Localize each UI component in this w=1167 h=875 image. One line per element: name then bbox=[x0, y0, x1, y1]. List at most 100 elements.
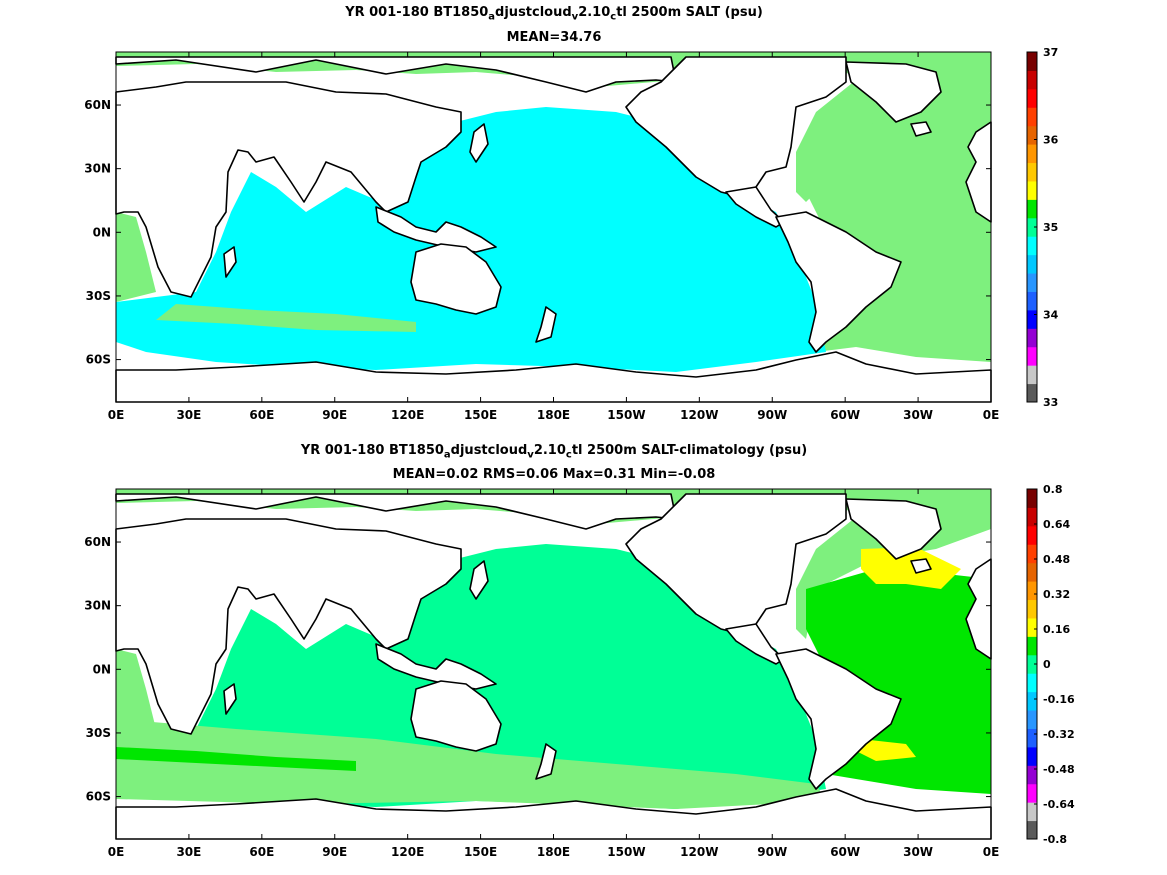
x-tick-label: 120E bbox=[391, 845, 424, 859]
panel1-southern-strip bbox=[156, 304, 416, 332]
colorbar-segment bbox=[1027, 88, 1037, 108]
colorbar-tick-label: -0.32 bbox=[1043, 728, 1075, 741]
x-tick-label: 90W bbox=[757, 845, 787, 859]
colorbar-segment bbox=[1027, 746, 1037, 766]
colorbar-segment bbox=[1027, 673, 1037, 693]
panel1-axes: 0E 30E 60E 90E 120E 150E 180E 150W 120W 90W 60W 30W… bbox=[84, 52, 999, 422]
colorbar-segment bbox=[1027, 254, 1037, 274]
colorbar-segment bbox=[1027, 562, 1037, 582]
x-tick-label: 120E bbox=[391, 408, 424, 422]
colorbar-segment bbox=[1027, 107, 1037, 127]
y-tick-label: 30N bbox=[84, 599, 111, 613]
colorbar-tick-label: -0.16 bbox=[1043, 693, 1075, 706]
x-tick-label: 30W bbox=[903, 845, 933, 859]
x-tick-label: 60E bbox=[249, 845, 274, 859]
colorbar-segment bbox=[1027, 383, 1037, 403]
panel1-subtitle: MEAN=34.76 bbox=[506, 30, 602, 45]
colorbar-tick-label: 0.32 bbox=[1043, 588, 1070, 601]
x-tick-label: 180E bbox=[537, 845, 570, 859]
colorbar-segment bbox=[1027, 346, 1037, 366]
colorbar-tick-label: 35 bbox=[1043, 221, 1058, 234]
colorbar-segment bbox=[1027, 507, 1037, 527]
colorbar-tick-label: 0.64 bbox=[1043, 518, 1070, 531]
y-tick-label: 60N bbox=[84, 98, 111, 112]
colorbar-segment bbox=[1027, 617, 1037, 637]
colorbar-segment bbox=[1027, 654, 1037, 674]
colorbar-tick-label: 33 bbox=[1043, 396, 1058, 409]
panel2-subtitle: MEAN=0.02 RMS=0.06 Max=0.31 Min=-0.08 bbox=[392, 467, 716, 482]
x-tick-label: 150W bbox=[607, 845, 645, 859]
colorbar-segment bbox=[1027, 199, 1037, 219]
panel2-colorbar: 0.8 0.64 0.48 0.32 0.16 0 -0.16 -0.32 -0.48 -0.64… bbox=[1026, 483, 1075, 846]
x-tick-label: 60E bbox=[249, 408, 274, 422]
panel1-atlantic-wrap bbox=[116, 212, 156, 302]
colorbar-tick-label: 0.16 bbox=[1043, 623, 1070, 636]
y-tick-label: 0N bbox=[93, 662, 111, 676]
colorbar-tick-label: -0.64 bbox=[1043, 798, 1075, 811]
colorbar-segment bbox=[1027, 273, 1037, 292]
colorbar-segment bbox=[1027, 52, 1037, 71]
colorbar-segment bbox=[1027, 802, 1037, 822]
x-tick-label: 120W bbox=[680, 408, 718, 422]
colorbar-segment bbox=[1027, 217, 1037, 237]
colorbar-segment bbox=[1027, 599, 1037, 619]
x-tick-label: 60W bbox=[830, 845, 860, 859]
x-tick-label: 0E bbox=[983, 845, 1000, 859]
colorbar-tick-label: 34 bbox=[1043, 309, 1059, 322]
x-tick-label: 120W bbox=[680, 845, 718, 859]
panel2-labrador-patch bbox=[861, 547, 961, 589]
x-tick-label: 90E bbox=[322, 845, 347, 859]
x-tick-label: 60W bbox=[830, 408, 860, 422]
colorbar-segment bbox=[1027, 70, 1037, 90]
y-tick-label: 60S bbox=[86, 790, 111, 804]
x-tick-label: 90E bbox=[322, 408, 347, 422]
colorbar-segment bbox=[1027, 710, 1037, 729]
colorbar-segment bbox=[1027, 544, 1037, 564]
x-tick-label: 180E bbox=[537, 408, 570, 422]
colorbar-tick-label: 37 bbox=[1043, 46, 1058, 59]
panel2-title: YR 001-180 BT1850adjustcloudv2.10ctl 250… bbox=[300, 443, 808, 461]
colorbar-segment bbox=[1027, 236, 1037, 256]
colorbar-segment bbox=[1027, 365, 1037, 385]
panel1-title: YR 001-180 BT1850adjustcloudv2.10ctl 250… bbox=[345, 5, 763, 23]
x-tick-label: 0E bbox=[108, 408, 125, 422]
colorbar-segment bbox=[1027, 691, 1037, 711]
panel2-southern-streak bbox=[116, 747, 356, 771]
y-tick-label: 30S bbox=[86, 726, 111, 740]
colorbar-segment bbox=[1027, 291, 1037, 311]
colorbar-segment bbox=[1027, 144, 1037, 164]
x-tick-label: 30E bbox=[176, 408, 201, 422]
colorbar-segment bbox=[1027, 125, 1037, 145]
colorbar-segment bbox=[1027, 765, 1037, 785]
x-tick-label: 150E bbox=[464, 408, 497, 422]
colorbar-segment bbox=[1027, 489, 1037, 508]
colorbar-segment bbox=[1027, 309, 1037, 329]
colorbar-tick-label: 36 bbox=[1043, 134, 1059, 147]
y-tick-label: 30S bbox=[86, 289, 111, 303]
panel2-atlantic-wrap bbox=[116, 649, 156, 739]
x-tick-label: 30E bbox=[176, 845, 201, 859]
panel2-southern-band bbox=[116, 719, 826, 809]
x-tick-label: 90W bbox=[757, 408, 787, 422]
colorbar-segment bbox=[1027, 783, 1037, 803]
y-tick-label: 0N bbox=[93, 225, 111, 239]
colorbar-segment bbox=[1027, 581, 1037, 601]
x-tick-label: 0E bbox=[983, 408, 1000, 422]
colorbar-segment bbox=[1027, 728, 1037, 748]
colorbar-tick-label: 0 bbox=[1043, 658, 1051, 671]
y-tick-label: 60S bbox=[86, 353, 111, 367]
panel2-south-atlantic-patch bbox=[856, 739, 916, 761]
x-tick-label: 30W bbox=[903, 408, 933, 422]
x-tick-label: 150W bbox=[607, 408, 645, 422]
y-tick-label: 30N bbox=[84, 162, 111, 176]
x-tick-label: 150E bbox=[464, 845, 497, 859]
colorbar-tick-label: 0.8 bbox=[1043, 483, 1063, 496]
x-tick-label: 0E bbox=[108, 845, 125, 859]
colorbar-segment bbox=[1027, 636, 1037, 656]
colorbar-tick-label: 0.48 bbox=[1043, 553, 1070, 566]
panel1-colorbar: 37 36 35 34 33 bbox=[1026, 46, 1059, 409]
colorbar-segment bbox=[1027, 820, 1037, 840]
panel2-axes: 0E 30E 60E 90E 120E 150E 180E 150W 120W 90W 60W 30W… bbox=[84, 489, 999, 859]
colorbar-tick-label: -0.48 bbox=[1043, 763, 1075, 776]
